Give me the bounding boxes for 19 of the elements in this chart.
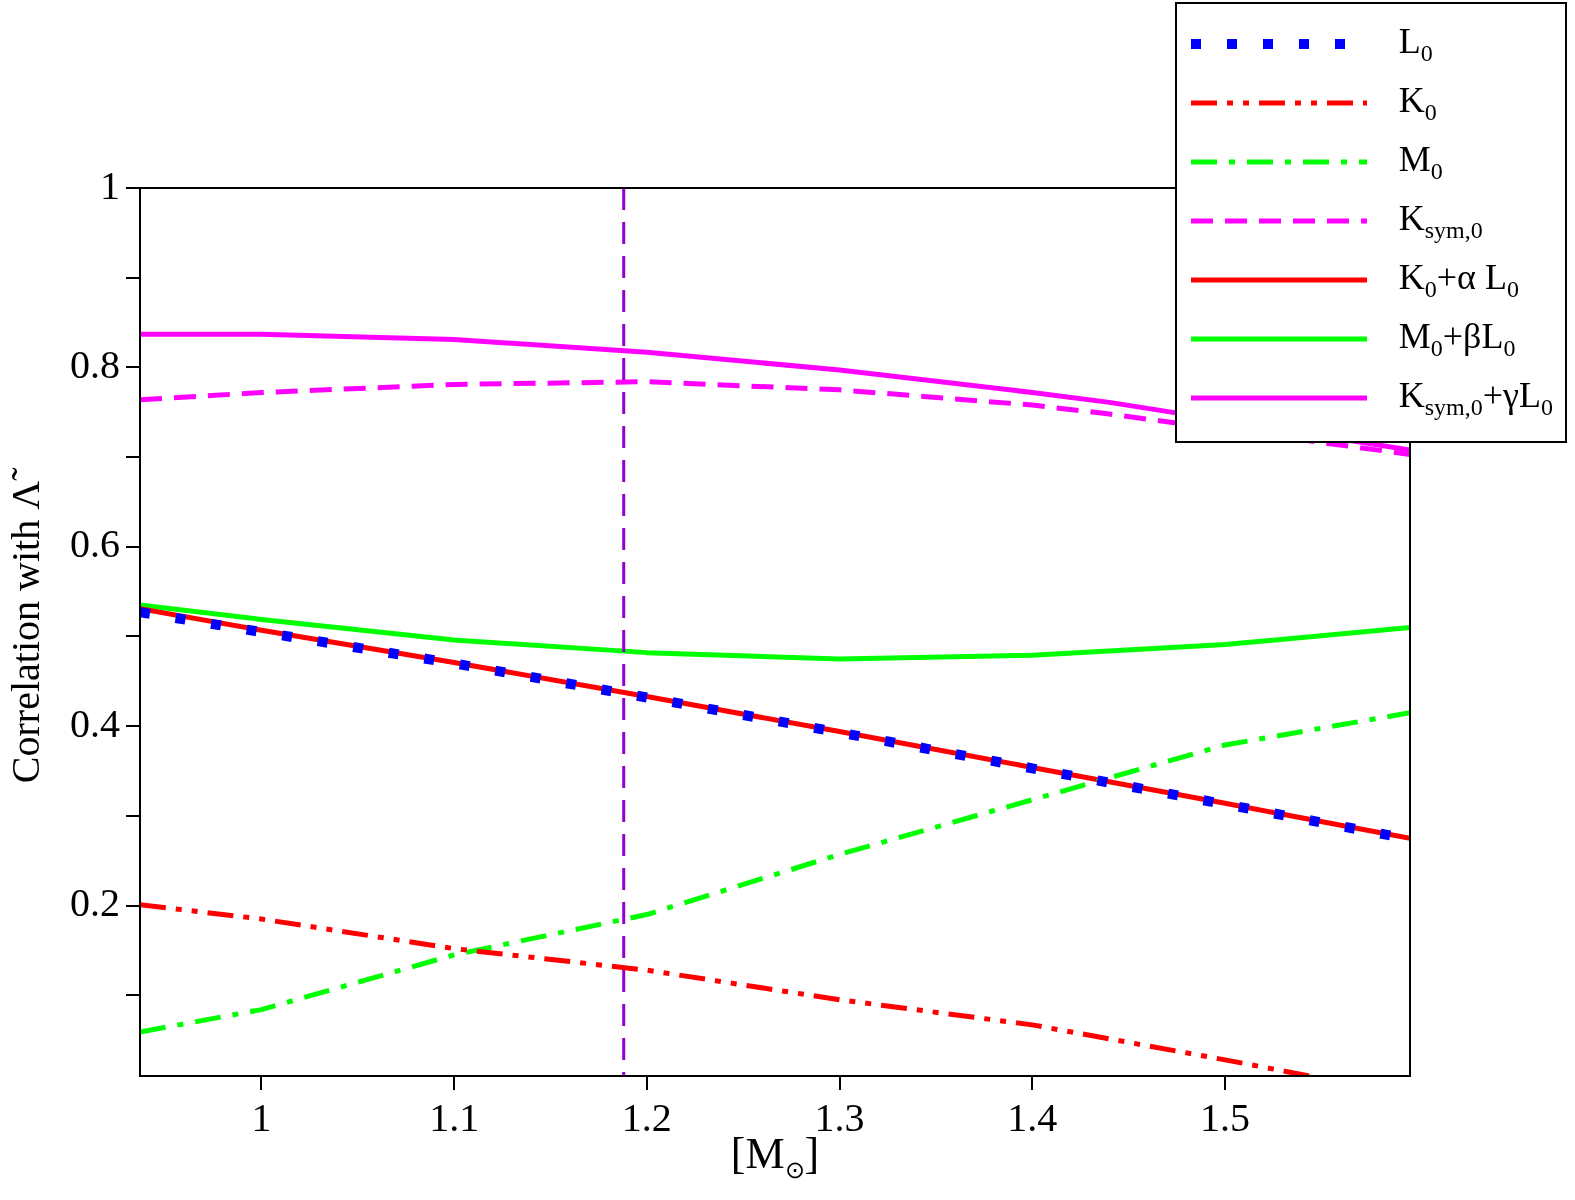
- y-tick-label: 0.6: [70, 521, 120, 567]
- y-axis-title: Correlation with Λ̃: [2, 466, 48, 784]
- x-tick-label: 1.4: [1007, 1094, 1058, 1140]
- legend-label: K$_{sym,0}$+γL$_{0}$: [1398, 373, 1553, 422]
- y-tick-label: 0.4: [70, 700, 120, 746]
- legend-label: L$_{0}$: [1398, 19, 1433, 68]
- legend-label: K$_{0}$: [1398, 78, 1437, 127]
- y-tick-label: 1: [100, 162, 120, 208]
- x-tick-label: 1.1: [429, 1094, 480, 1140]
- x-tick-label: 1.5: [1199, 1094, 1250, 1140]
- legend-label: M$_{0}$: [1398, 137, 1443, 186]
- y-tick-label: 0.8: [70, 341, 120, 387]
- legend-label: K$_{0}$+α L$_{0}$: [1398, 255, 1519, 304]
- x-axis-title: [M$_{⊙}$]: [730, 1129, 820, 1183]
- x-tick-label: 1.2: [621, 1094, 672, 1140]
- legend-label: K$_{sym,0}$: [1398, 196, 1483, 245]
- x-tick-label: 1: [251, 1094, 272, 1140]
- legend-label: M$_{0}$+βL$_{0}$: [1398, 314, 1516, 363]
- y-tick-label: 0.2: [70, 880, 120, 926]
